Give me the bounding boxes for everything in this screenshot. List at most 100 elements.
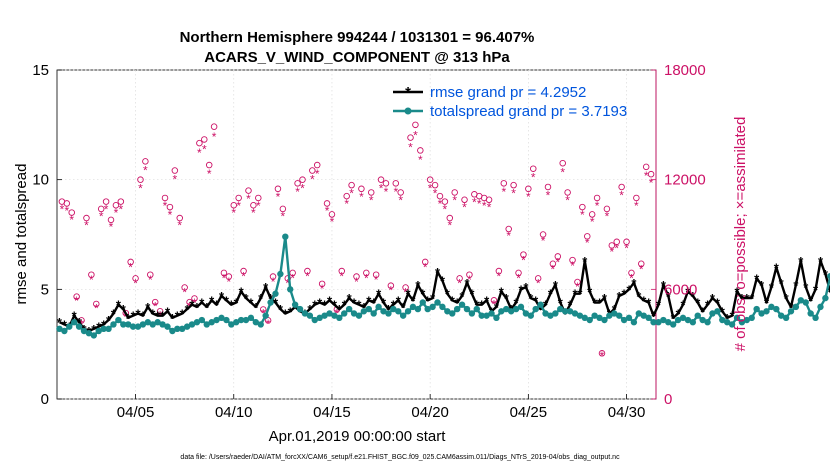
obs-possible-marker: [564, 189, 571, 196]
spread-point: [748, 314, 755, 322]
obs-assimilated-marker: *: [624, 241, 629, 255]
obs-assimilated-marker: *: [536, 277, 541, 291]
obs-assimilated-marker: *: [276, 190, 281, 204]
spread-point: [355, 312, 363, 319]
obs-assimilated-marker: *: [634, 199, 639, 213]
obs-possible-marker: [328, 211, 336, 218]
x-tick-label: 04/15: [313, 404, 351, 421]
rmse-point: *: [62, 317, 68, 332]
spread-point: [689, 319, 697, 326]
spread-point: [753, 305, 760, 313]
x-tick-label: 04/05: [117, 404, 155, 421]
rmse-point: *: [420, 287, 426, 302]
rmse-point: *: [803, 280, 809, 295]
rmse-point: *: [180, 306, 186, 321]
rmse-point: *: [597, 295, 603, 310]
obs-assimilated-marker: *: [354, 275, 359, 289]
rmse-point: *: [239, 285, 245, 300]
spread-point: [591, 312, 598, 319]
rmse-point: *: [680, 298, 686, 313]
obs-possible-marker: [510, 181, 517, 189]
spread-point: [424, 305, 431, 313]
spread-point: [645, 314, 652, 322]
obs-possible-marker: [461, 196, 468, 204]
obs-possible-marker: [367, 189, 375, 196]
obs-assimilated-marker: *: [138, 181, 143, 195]
rmse-point: *: [504, 291, 510, 306]
rmse-point: *: [494, 300, 500, 315]
rmse-point: *: [229, 298, 235, 313]
obs-assimilated-marker: *: [551, 262, 556, 276]
obs-possible-marker: [83, 214, 90, 222]
spread-point: [552, 310, 559, 317]
spread-point: [812, 314, 819, 322]
rmse-point: *: [96, 320, 102, 335]
rmse-point: *: [140, 309, 146, 324]
obs-possible-marker: [584, 233, 591, 240]
spread-point: [719, 316, 726, 324]
spread-point: [237, 316, 245, 324]
obs-assimilated-marker: *: [531, 171, 536, 185]
spread-point: [709, 310, 716, 317]
obs-possible-marker: [353, 273, 360, 280]
spread-point: [179, 325, 186, 333]
spread-point: [507, 308, 515, 315]
obs-possible-marker: [490, 297, 498, 304]
rmse-point: *: [57, 315, 63, 330]
obs-assimilated-marker: *: [192, 296, 197, 310]
obs-possible-marker: [196, 139, 203, 147]
obs-assimilated-marker: *: [168, 208, 173, 222]
obs-assimilated-marker: *: [99, 210, 104, 224]
rmse-point: *: [828, 285, 830, 300]
obs-possible-marker: [392, 180, 400, 187]
spread-point: [257, 321, 264, 328]
spread-point: [778, 312, 785, 319]
obs-assimilated-marker: *: [364, 271, 369, 285]
obs-possible-marker: [304, 267, 311, 275]
rmse-point: *: [263, 280, 269, 295]
obs-possible-marker: [348, 181, 355, 189]
spread-point: [247, 314, 255, 322]
obs-assimilated-marker: *: [359, 190, 364, 204]
spread-point: [144, 319, 152, 326]
obs-possible-marker: [520, 251, 527, 258]
rmse-point: *: [101, 317, 107, 332]
rmse-point: *: [646, 295, 652, 310]
rmse-point: *: [121, 302, 127, 317]
obs-possible-marker: [534, 275, 542, 282]
rmse-point: *: [185, 302, 191, 317]
legend: * rmse grand pr = 4.2952 totalspread gra…: [393, 84, 627, 120]
spread-point: [61, 327, 68, 335]
rmse-point: *: [641, 293, 647, 308]
spread-point: [758, 310, 765, 317]
rmse-point: *: [332, 298, 338, 313]
rmse-point: *: [209, 293, 215, 308]
spread-point: [399, 312, 407, 319]
rmse-point: *: [730, 309, 736, 324]
obs-possible-marker: [525, 185, 532, 193]
obs-assimilated-marker: *: [649, 176, 654, 190]
obs-possible-marker: [412, 121, 419, 129]
obs-possible-marker: [279, 205, 287, 213]
spread-point: [586, 316, 593, 324]
obs-possible-marker: [210, 123, 218, 130]
obs-assimilated-marker: *: [163, 199, 168, 213]
rmse-point: *: [425, 293, 431, 308]
obs-possible-marker: [299, 176, 306, 183]
obs-assimilated-marker: *: [60, 202, 65, 216]
spread-point: [488, 310, 495, 317]
obs-assimilated-marker: *: [580, 208, 585, 222]
obs-assimilated-marker: *: [114, 206, 119, 220]
obs-possible-marker: [466, 271, 473, 278]
spread-point: [522, 310, 530, 317]
rmse-point: *: [479, 298, 485, 313]
rmse-point: *: [352, 295, 358, 310]
obs-possible-marker: [235, 194, 242, 202]
obs-assimilated-marker: *: [467, 273, 472, 287]
spread-point: [365, 305, 372, 313]
obs-assimilated-marker: *: [320, 282, 325, 296]
obs-possible-marker: [220, 269, 228, 277]
rmse-point: *: [592, 295, 598, 310]
obs-possible-marker: [642, 163, 650, 171]
